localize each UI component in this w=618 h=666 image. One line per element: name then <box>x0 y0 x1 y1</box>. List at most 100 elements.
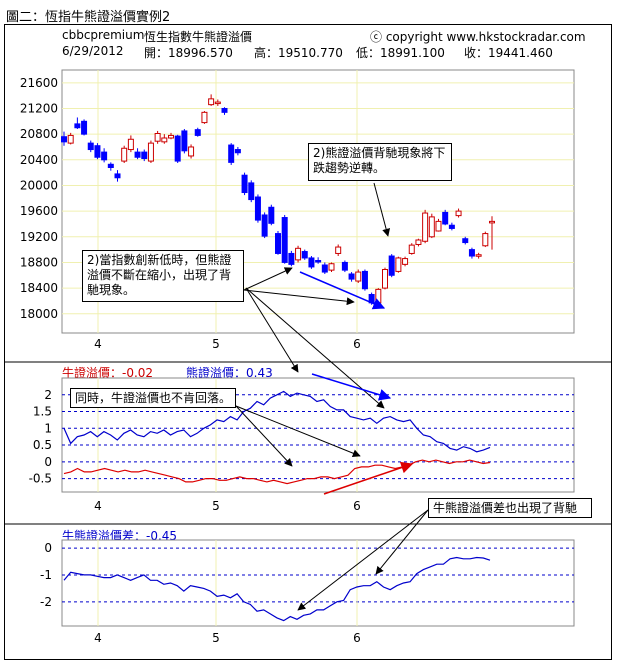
price-y-tick-label: 18000 <box>20 307 58 321</box>
premium-diff-line <box>63 556 491 622</box>
price-x-tick-label: 5 <box>212 337 220 351</box>
candle-body <box>154 133 161 142</box>
annotation-arrow <box>245 287 385 409</box>
bear-premium-label: 熊證溢價：0.43 <box>186 366 273 380</box>
candle-body <box>428 216 435 238</box>
candle-body <box>388 255 395 276</box>
price-y-tick-label: 21200 <box>20 101 58 115</box>
candle-body <box>308 257 315 268</box>
price-y-tick-label: 19200 <box>20 230 58 244</box>
annotation-line: 同時，牛證溢價也不肯回落。 <box>75 391 232 405</box>
bull-premium-line <box>63 459 491 485</box>
premium-y-tick-label: 0.5 <box>33 438 52 452</box>
price-y-tick-label: 20000 <box>20 178 58 192</box>
candle-body <box>335 246 342 254</box>
candle-body <box>94 145 101 158</box>
diff-x-tick-label: 6 <box>353 631 361 645</box>
annotation-new-low: 2)當指數創新低時，但熊證 溢價不斷在縮小，出現了背 馳現象。 <box>82 250 244 302</box>
candle-body <box>141 151 148 160</box>
candle-body <box>442 211 449 225</box>
candle-body <box>174 135 181 162</box>
candle-body <box>468 249 475 257</box>
annotation-bear-divergence: 2)熊證溢價背馳現象將下 跌趨勢逆轉。 <box>308 143 452 181</box>
candle-body <box>74 123 81 129</box>
candle-body <box>375 288 382 304</box>
candle-body <box>281 217 288 263</box>
candle-body <box>361 270 368 290</box>
chart-source: cbbcpremium <box>62 28 145 42</box>
date-label: 6/29/2012 <box>62 44 124 58</box>
high-label: 高：19510.770 <box>254 46 343 60</box>
candle-body <box>382 268 388 289</box>
candle-body <box>489 220 495 224</box>
candle-body <box>408 244 415 254</box>
diff-x-tick-label: 4 <box>94 631 102 645</box>
candle-body <box>127 138 134 151</box>
diff-y-tick-label: 0 <box>44 541 52 555</box>
candle-body <box>355 271 362 282</box>
candle-body <box>328 263 335 271</box>
premium-x-tick-label: 4 <box>94 499 102 513</box>
candle-body <box>161 137 168 143</box>
premium-y-tick-label: 1.5 <box>33 405 52 419</box>
price-x-tick-label: 6 <box>353 337 361 351</box>
candle-body <box>301 251 308 259</box>
candle-body <box>234 149 241 154</box>
annotation-line: 馳現象。 <box>87 283 136 297</box>
candle-body <box>261 214 268 237</box>
candle-body <box>321 264 328 273</box>
annotation-line: 牛熊證溢價差也出現了背馳 <box>433 501 578 515</box>
candle-body <box>61 136 67 143</box>
candle-body <box>228 144 235 163</box>
candle-body <box>482 233 489 247</box>
annotation-arrow <box>235 405 293 467</box>
candle-body <box>254 196 261 221</box>
candle-body <box>188 146 195 157</box>
candle-body <box>395 257 402 272</box>
candle-body <box>208 98 215 106</box>
diff-plot-area <box>61 539 575 627</box>
diff-y-tick-label: -2 <box>40 595 52 609</box>
trend-arrow-red <box>323 461 414 495</box>
candle-body <box>101 151 108 161</box>
annotation-arrow <box>243 267 293 291</box>
candle-body <box>448 224 455 229</box>
price-y-tick-label: 18400 <box>20 281 58 295</box>
close-label: 收：19441.460 <box>464 46 553 60</box>
candle-body <box>87 142 94 151</box>
candle-body <box>168 134 174 139</box>
price-y-tick-label: 18800 <box>20 255 58 269</box>
premium-x-tick-label: 5 <box>212 499 220 513</box>
candle-body <box>268 206 275 224</box>
candle-body <box>67 134 74 144</box>
low-label: 低：18991.100 <box>356 46 445 60</box>
annotation-line: 2)熊證溢價背馳現象將下 <box>313 146 446 160</box>
candle-body <box>114 173 121 179</box>
candle-body <box>201 111 208 124</box>
candle-body <box>402 258 409 265</box>
candle-body <box>475 254 482 257</box>
premium-y-tick-label: -0.5 <box>29 472 52 486</box>
candle-body <box>348 273 355 280</box>
annotation-diff-divergence: 牛熊證溢價差也出現了背馳 <box>428 498 592 518</box>
candle-body <box>422 212 429 242</box>
price-x-tick-label: 4 <box>94 337 102 351</box>
annotation-arrow <box>373 182 391 237</box>
annotation-line: 溢價不斷在縮小，出現了背 <box>87 268 232 282</box>
annotation-line: 跌趨勢逆轉。 <box>313 161 386 175</box>
premium-x-tick-label: 6 <box>353 499 361 513</box>
annotation-bull-premium: 同時，牛證溢價也不肯回落。 <box>70 388 236 408</box>
candle-body <box>181 130 188 152</box>
annotation-arrow <box>297 509 429 611</box>
candle-body <box>214 101 221 105</box>
candle-body <box>107 163 114 169</box>
price-y-tick-label: 20800 <box>20 127 58 141</box>
annotation-line: 2)當指數創新低時，但熊證 <box>87 253 232 267</box>
candle-body <box>275 233 281 254</box>
bear-premium-line <box>63 390 491 453</box>
price-y-tick-label: 21600 <box>20 76 58 90</box>
trend-arrow-blue <box>299 271 386 310</box>
candle-body <box>81 120 88 135</box>
candle-body <box>315 260 322 263</box>
